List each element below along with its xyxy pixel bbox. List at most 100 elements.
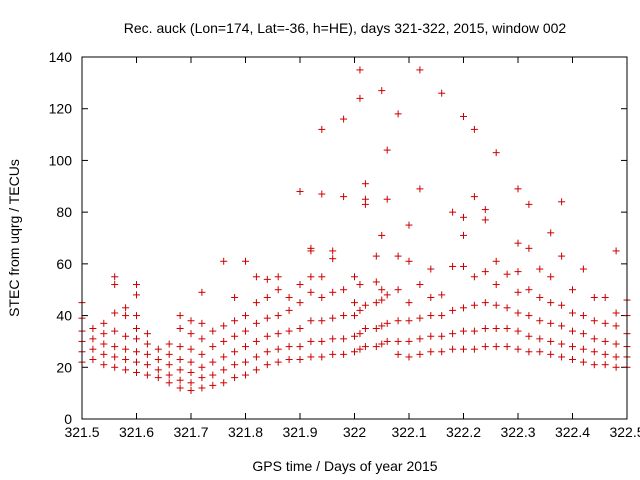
data-point bbox=[416, 66, 424, 74]
data-point bbox=[231, 293, 239, 301]
data-point bbox=[558, 322, 566, 330]
data-point bbox=[122, 332, 130, 340]
data-point bbox=[220, 337, 228, 345]
data-point bbox=[231, 332, 239, 340]
y-tick-label: 100 bbox=[49, 152, 73, 168]
data-point bbox=[460, 213, 467, 221]
data-point bbox=[492, 301, 500, 309]
data-point bbox=[351, 332, 358, 340]
data-point bbox=[361, 301, 369, 309]
data-point bbox=[263, 348, 271, 356]
data-point bbox=[351, 299, 358, 307]
data-point bbox=[405, 221, 413, 229]
data-point bbox=[340, 193, 348, 201]
data-point bbox=[111, 363, 119, 371]
data-point bbox=[416, 185, 424, 193]
data-point bbox=[89, 345, 97, 353]
data-point bbox=[111, 273, 119, 281]
data-point bbox=[416, 314, 424, 322]
data-point bbox=[296, 281, 304, 289]
data-point bbox=[514, 309, 522, 317]
data-point bbox=[133, 368, 140, 376]
chart-title: Rec. auck (Lon=174, Lat=-36, h=HE), days… bbox=[124, 20, 567, 36]
data-point bbox=[601, 361, 609, 369]
data-point bbox=[231, 317, 239, 325]
data-point bbox=[470, 193, 478, 201]
data-point bbox=[198, 384, 206, 392]
axis-ticks: 321.5 321.6 321.7 321.8 321.9 322 322.1 322.2 32… bbox=[49, 49, 640, 440]
data-point bbox=[536, 317, 544, 325]
data-point bbox=[460, 304, 467, 312]
data-point bbox=[378, 286, 386, 294]
data-point bbox=[176, 366, 184, 374]
data-point bbox=[307, 317, 315, 325]
data-point bbox=[176, 343, 184, 351]
data-point bbox=[481, 206, 489, 214]
data-point bbox=[405, 337, 413, 345]
data-point bbox=[133, 335, 140, 343]
data-point bbox=[198, 319, 206, 327]
data-point bbox=[612, 309, 620, 317]
data-point bbox=[307, 337, 315, 345]
data-point bbox=[111, 327, 119, 335]
data-point bbox=[394, 252, 402, 260]
data-point bbox=[547, 319, 555, 327]
data-point bbox=[590, 317, 598, 325]
data-point bbox=[209, 371, 217, 379]
data-point bbox=[187, 387, 195, 395]
data-point bbox=[165, 379, 173, 387]
data-point bbox=[612, 322, 620, 330]
data-point bbox=[100, 350, 108, 358]
data-point bbox=[427, 312, 435, 320]
y-tick-label: 80 bbox=[56, 204, 72, 220]
data-point bbox=[89, 325, 97, 332]
data-point bbox=[318, 190, 326, 198]
x-tick-label: 321.5 bbox=[64, 424, 99, 440]
data-point bbox=[318, 125, 326, 133]
data-point bbox=[263, 275, 271, 283]
data-point bbox=[579, 265, 587, 273]
data-point bbox=[547, 350, 555, 358]
data-point bbox=[503, 304, 511, 312]
data-point bbox=[274, 312, 282, 320]
data-point bbox=[263, 361, 271, 369]
data-point bbox=[296, 356, 304, 364]
data-point bbox=[427, 332, 435, 340]
y-tick-label: 120 bbox=[49, 101, 73, 117]
data-point bbox=[231, 348, 239, 356]
data-point bbox=[590, 293, 598, 301]
data-point bbox=[405, 299, 413, 307]
data-point bbox=[143, 330, 151, 338]
data-point bbox=[372, 343, 380, 351]
data-point bbox=[242, 343, 249, 351]
y-tick-label: 0 bbox=[64, 411, 72, 427]
data-point bbox=[536, 265, 544, 273]
data-point bbox=[383, 337, 391, 345]
data-point bbox=[449, 262, 457, 270]
data-point bbox=[111, 281, 119, 289]
data-point bbox=[187, 330, 195, 338]
data-point bbox=[329, 314, 337, 322]
data-point bbox=[318, 317, 326, 325]
data-point bbox=[122, 366, 130, 374]
data-point bbox=[296, 187, 304, 195]
data-point bbox=[198, 288, 206, 296]
data-point bbox=[378, 296, 386, 304]
data-point bbox=[252, 366, 260, 374]
data-point bbox=[514, 268, 522, 276]
data-point bbox=[394, 110, 402, 118]
data-point bbox=[492, 325, 500, 332]
y-tick-label: 140 bbox=[49, 49, 73, 65]
x-tick-label: 321.7 bbox=[173, 424, 208, 440]
y-tick-label: 60 bbox=[56, 256, 72, 272]
data-point bbox=[242, 312, 249, 320]
data-point bbox=[590, 361, 598, 369]
data-point bbox=[601, 350, 609, 358]
data-point bbox=[547, 337, 555, 345]
data-point bbox=[285, 327, 293, 335]
data-point bbox=[274, 330, 282, 338]
data-point bbox=[438, 312, 446, 320]
data-point bbox=[274, 273, 282, 281]
data-point bbox=[154, 374, 162, 382]
